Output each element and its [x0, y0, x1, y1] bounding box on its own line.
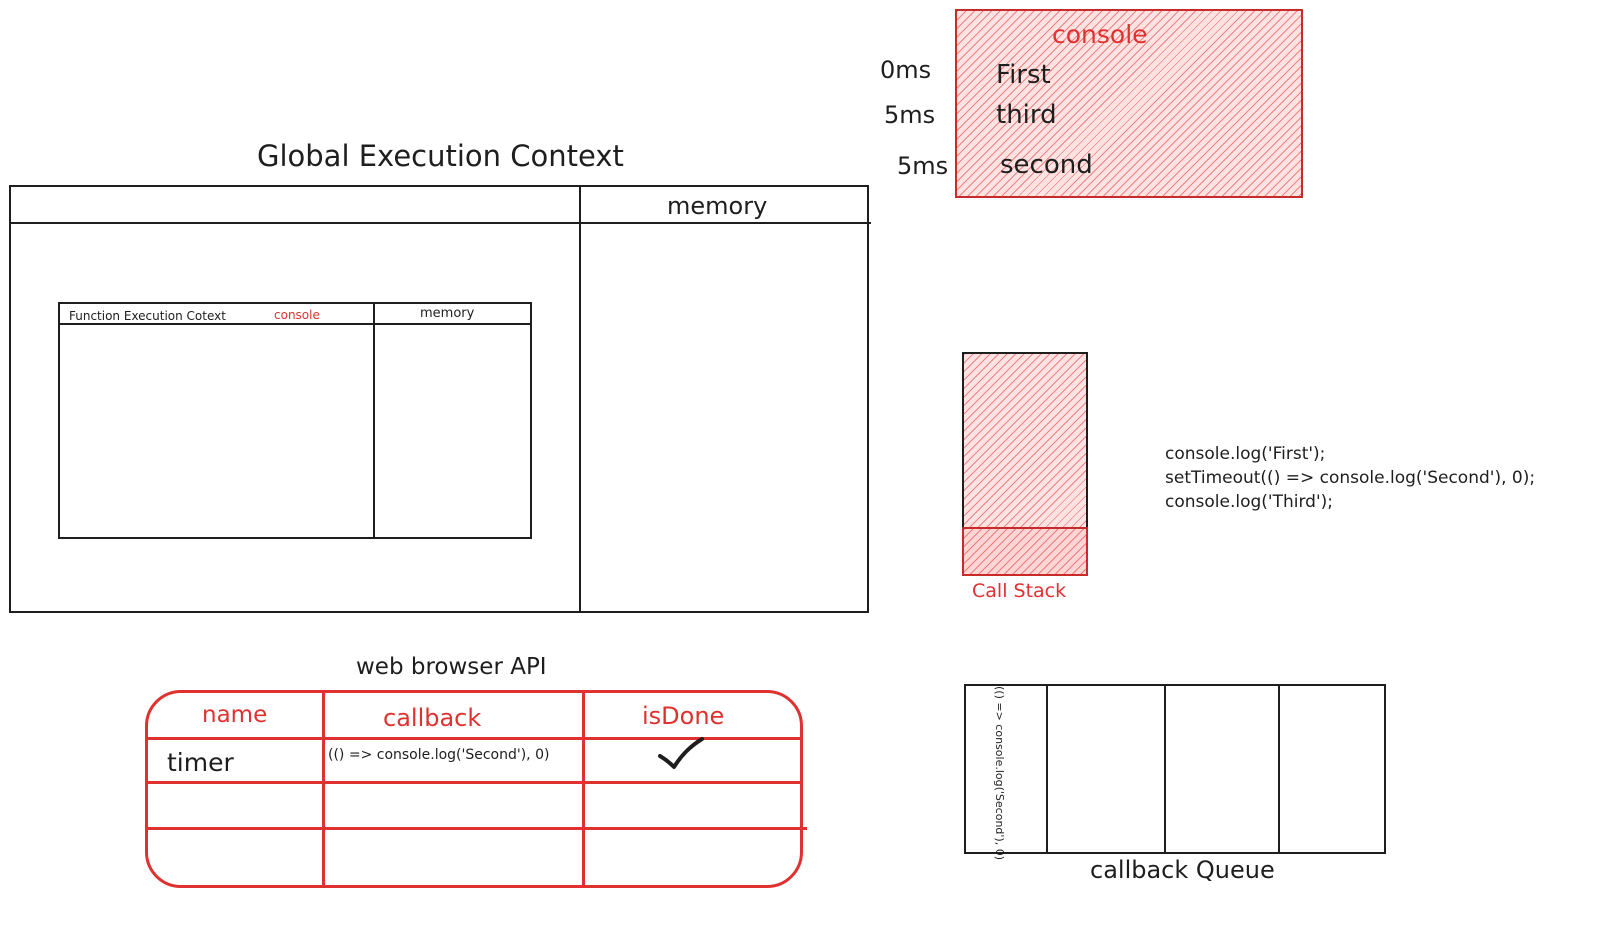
code-line-3: console.log('Third'); [1165, 492, 1333, 512]
call-stack-label: Call Stack [972, 580, 1067, 602]
code-line-2: setTimeout(() => console.log('Second'), … [1165, 468, 1536, 488]
web-api-row-divider-1 [145, 781, 803, 784]
web-api-header-isdone: isDone [642, 702, 725, 730]
console-title: console [1052, 20, 1148, 49]
web-api-row-name: timer [167, 748, 234, 777]
global-context-title: Global Execution Context [257, 139, 624, 173]
web-api-row-callback: (() => console.log('Second'), 0) [328, 747, 550, 763]
console-entry-0: First [996, 60, 1051, 90]
web-api-table [145, 690, 803, 888]
global-memory-label: memory [667, 192, 768, 220]
code-line-1: console.log('First'); [1165, 444, 1326, 464]
function-context-header-divider [58, 323, 532, 325]
web-api-title: web browser API [356, 654, 547, 680]
console-entry-2: second [1000, 150, 1093, 180]
console-time-1: 5ms [884, 101, 936, 129]
callback-queue-item-1: (() => console.log('Second'), 0) [993, 686, 1006, 860]
web-api-col-divider-1 [322, 691, 325, 887]
global-context-box [9, 185, 869, 613]
code-snippet: console.log('First'); setTimeout(() => c… [1165, 446, 1535, 518]
function-context-box [58, 302, 532, 539]
checkmark-icon [658, 737, 704, 769]
global-context-header-divider [9, 222, 871, 224]
web-api-row-divider-2 [145, 827, 807, 830]
callback-queue-label: callback Queue [1090, 856, 1275, 884]
callback-queue-divider-3 [1278, 684, 1280, 854]
console-time-2: 5ms [897, 152, 949, 180]
function-context-title: Function Execution Cotext [69, 309, 226, 323]
function-context-column-divider [373, 302, 375, 539]
console-panel [955, 9, 1303, 198]
function-context-console-label: console [274, 308, 320, 322]
console-entry-1: third [996, 100, 1057, 130]
function-memory-label: memory [420, 306, 475, 321]
web-api-col-divider-2 [582, 691, 585, 887]
callback-queue-divider-1 [1046, 684, 1048, 854]
console-time-0: 0ms [880, 56, 932, 84]
callback-queue [964, 684, 1386, 854]
web-api-header-divider [145, 737, 803, 740]
web-api-header-name: name [202, 702, 268, 728]
web-api-header-callback: callback [383, 704, 482, 732]
callback-queue-divider-2 [1164, 684, 1166, 854]
global-context-column-divider [579, 186, 581, 612]
call-stack-frame [962, 527, 1088, 576]
